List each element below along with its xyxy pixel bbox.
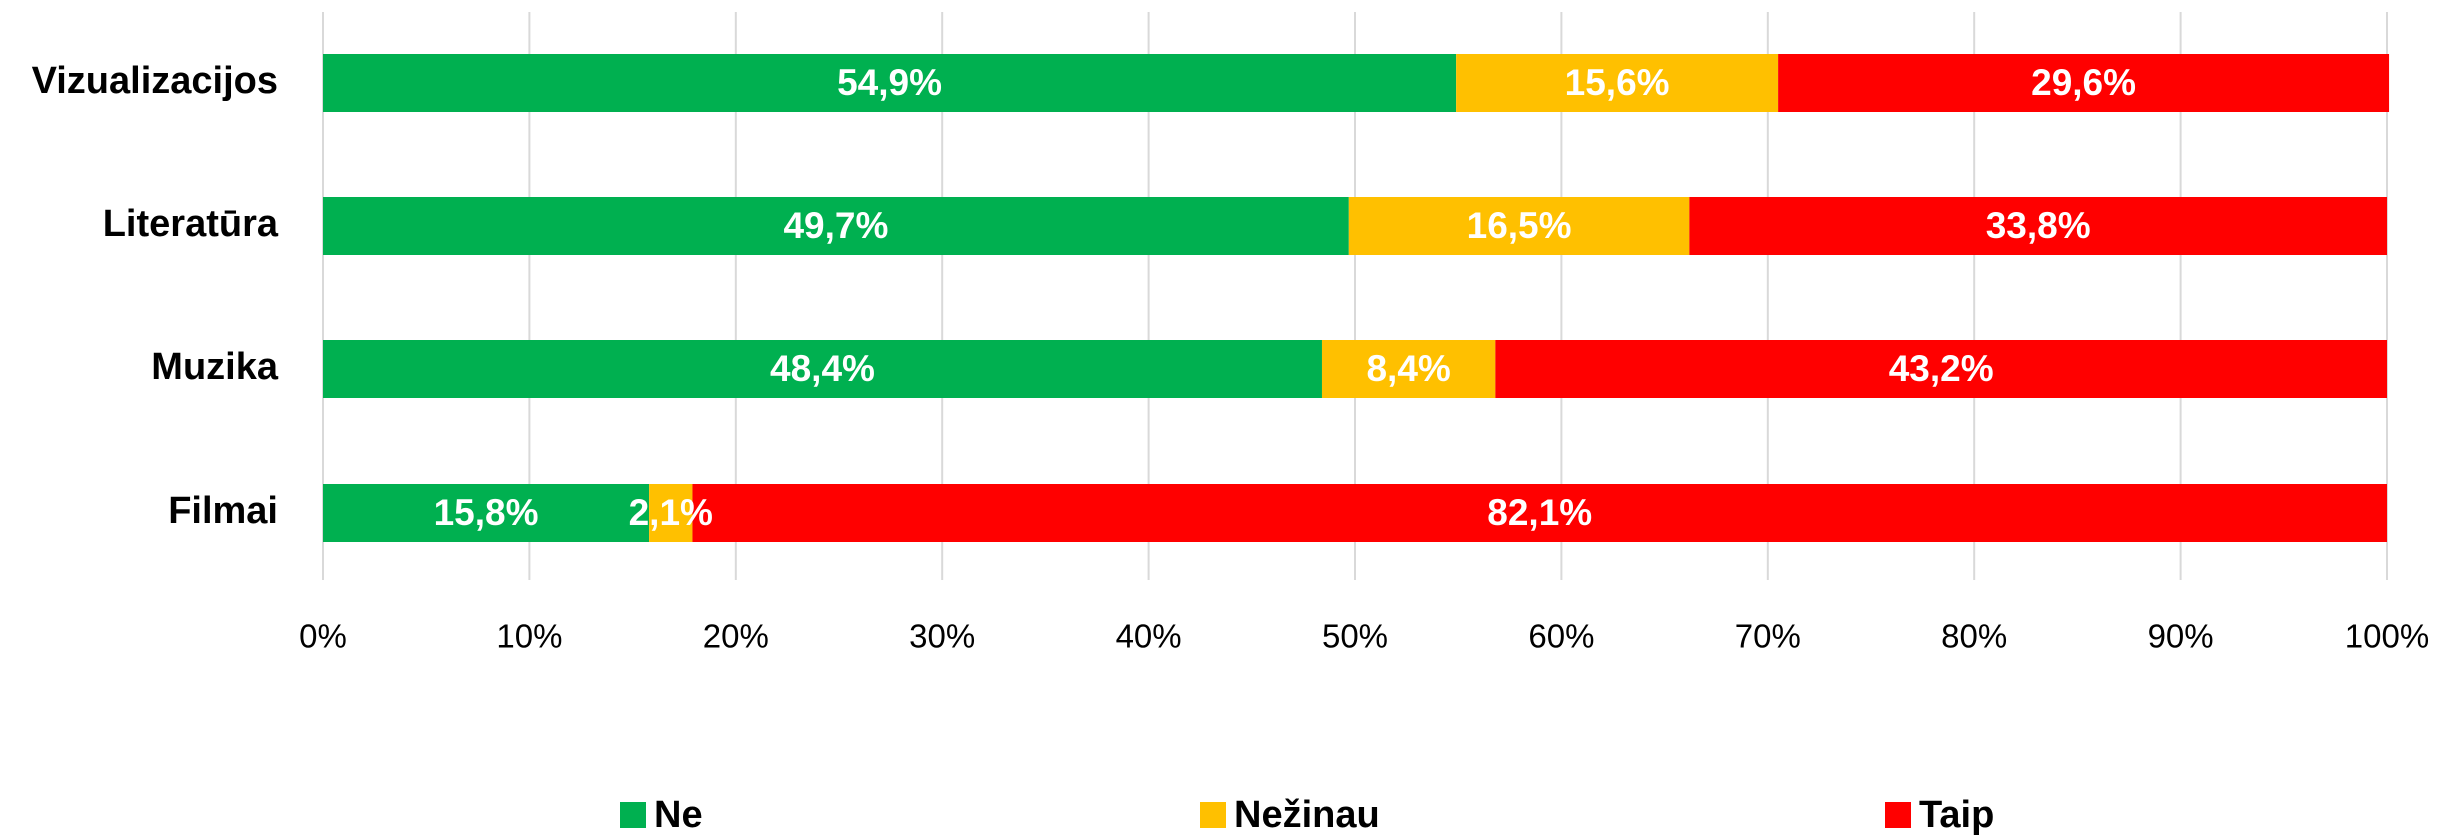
bar-segment — [692, 484, 2387, 542]
legend-label: Ne — [654, 794, 703, 836]
x-tick-label: 10% — [496, 618, 562, 655]
x-tick-label: 80% — [1941, 618, 2007, 655]
x-tick-label: 60% — [1528, 618, 1594, 655]
legend-label: Nežinau — [1234, 794, 1380, 836]
data-label: 29,6% — [2031, 62, 2136, 103]
bar-segment — [1348, 197, 1690, 255]
x-tick-label: 30% — [909, 618, 975, 655]
data-label: 33,8% — [1986, 205, 2091, 246]
data-label: 15,8% — [434, 492, 539, 533]
legend-swatch — [620, 802, 646, 828]
bar-segment — [1778, 54, 2390, 112]
bar-segment — [649, 484, 693, 542]
x-tick-label: 70% — [1735, 618, 1801, 655]
bar-segment — [1321, 340, 1496, 398]
bar-segment — [323, 197, 1349, 255]
category-label: Filmai — [168, 490, 278, 532]
x-tick-label: 40% — [1116, 618, 1182, 655]
category-label: Vizualizacijos — [32, 60, 278, 102]
bar-segment — [323, 340, 1322, 398]
data-label: 16,5% — [1467, 205, 1572, 246]
x-tick-label: 100% — [2345, 618, 2429, 655]
x-tick-label: 20% — [703, 618, 769, 655]
bar-segment — [1456, 54, 1779, 112]
bar-segment — [323, 54, 1457, 112]
data-label: 15,6% — [1565, 62, 1670, 103]
data-label: 48,4% — [770, 348, 875, 389]
data-label: 2,1% — [629, 492, 713, 533]
legend-swatch — [1885, 802, 1911, 828]
legend-label: Taip — [1919, 794, 1994, 836]
category-label: Literatūra — [103, 203, 279, 245]
data-label: 43,2% — [1889, 348, 1994, 389]
x-tick-label: 90% — [2148, 618, 2214, 655]
x-tick-label: 0% — [299, 618, 347, 655]
legend-swatch — [1200, 802, 1226, 828]
bar-segment — [323, 484, 650, 542]
data-label: 49,7% — [783, 205, 888, 246]
data-label: 82,1% — [1487, 492, 1592, 533]
bar-segment — [1495, 340, 2387, 398]
x-tick-label: 50% — [1322, 618, 1388, 655]
data-label: 54,9% — [837, 62, 942, 103]
data-label: 8,4% — [1366, 348, 1450, 389]
bar-segment — [1689, 197, 2387, 255]
category-label: Muzika — [151, 346, 279, 388]
